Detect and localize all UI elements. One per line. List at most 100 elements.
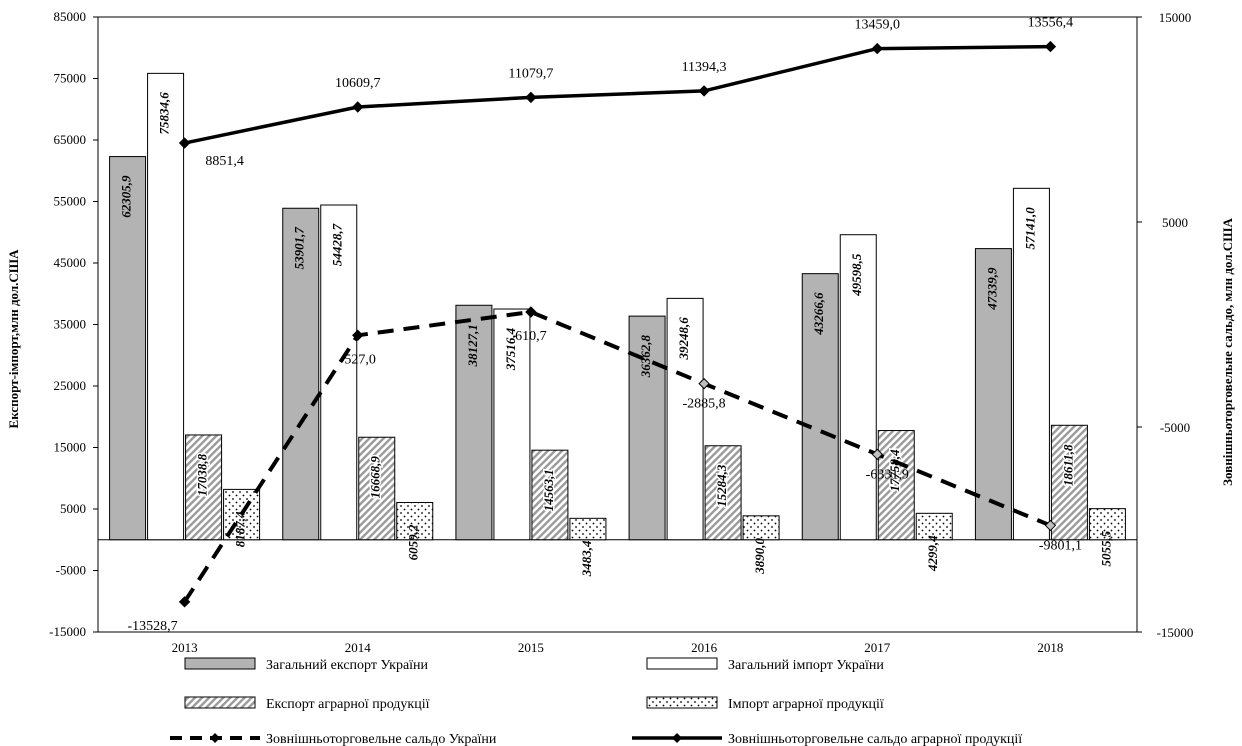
plot-area: 85000 75000 65000 55000 45000 35000 25000 15000… xyxy=(49,9,1193,655)
bar xyxy=(877,430,915,541)
bar xyxy=(915,512,953,541)
bar-value-label: 8187,4 xyxy=(233,511,248,547)
legend-marker xyxy=(210,733,220,743)
y-tick-label: 75000 xyxy=(54,71,87,86)
y2-tick-label: -5000 xyxy=(1160,420,1190,435)
x-tick-label: 2018 xyxy=(1037,640,1063,655)
line-value-label: 610,7 xyxy=(515,329,547,344)
bar-value-label: 15284,3 xyxy=(714,464,729,507)
y-tick-label: 55000 xyxy=(54,194,87,209)
bar xyxy=(704,445,742,541)
y-axis-title: Експорт-імпорт,млн дол.США xyxy=(6,249,21,429)
bar-value-label: 14563,1 xyxy=(541,469,556,511)
line-value-label: 8851,4 xyxy=(205,154,244,169)
legend-label: Зовнішньоторговельне сальдо аграрної про… xyxy=(728,732,1022,746)
bar-value-label: 18611,8 xyxy=(1060,444,1075,486)
series-line xyxy=(184,44,1051,145)
bar-value-label: 6059,2 xyxy=(406,524,421,560)
legend-swatch xyxy=(184,657,256,670)
bar-value-label: 17758,4 xyxy=(887,449,902,492)
bar xyxy=(358,436,396,541)
line-value-label: -6331,9 xyxy=(866,467,909,482)
y-tick-label: 85000 xyxy=(54,9,87,24)
bar-value-label: 62305,9 xyxy=(119,175,134,218)
bar xyxy=(493,308,531,541)
bar-value-label: 54428,7 xyxy=(330,223,345,266)
legend-label: Загальний імпорт України xyxy=(728,658,884,673)
line-value-label: 11394,3 xyxy=(682,60,727,75)
bar-value-label: 16668,9 xyxy=(368,456,383,499)
series-marker xyxy=(698,85,710,97)
legend-label: Зовнішньоторговельне сальдо України xyxy=(266,732,497,746)
bar-value-label: 36362,8 xyxy=(638,334,653,378)
series-marker xyxy=(1044,519,1057,532)
bar xyxy=(801,273,839,541)
bar-value-label: 17038,8 xyxy=(195,453,210,496)
line-value-label: -2885,8 xyxy=(682,397,725,412)
bar xyxy=(185,434,223,541)
y-tick-label: 35000 xyxy=(54,317,87,332)
legend-swatch xyxy=(184,696,256,709)
series-line xyxy=(182,309,1052,603)
bar xyxy=(666,297,704,541)
legend-label: Загальний експорт України xyxy=(266,658,429,673)
bar-value-label: 53901,7 xyxy=(292,227,307,270)
bar xyxy=(282,207,320,541)
series-marker xyxy=(178,596,191,608)
bar xyxy=(147,72,185,541)
line-value-label: 13459,0 xyxy=(855,18,901,33)
legend-label: Експорт аграрної продукції xyxy=(266,697,430,712)
series-marker xyxy=(871,42,883,55)
y-tick-label: 45000 xyxy=(54,255,87,270)
bar-value-label: 47339,9 xyxy=(984,267,999,311)
y-tick-label: 5000 xyxy=(60,501,86,516)
bar-value-label: 75834,6 xyxy=(157,92,172,135)
line-value-label: 13556,4 xyxy=(1028,16,1074,31)
bar xyxy=(1088,508,1126,541)
series-marker xyxy=(178,137,191,149)
line-value-label: 11079,7 xyxy=(508,66,553,81)
bar xyxy=(109,156,147,541)
x-tick-label: 2013 xyxy=(172,640,198,655)
x-tick-label: 2016 xyxy=(691,640,718,655)
legend-marker xyxy=(672,733,682,743)
bar-value-label: 37516,4 xyxy=(503,327,518,371)
bar-value-label: 39248,6 xyxy=(676,317,691,361)
line-value-label: -527,0 xyxy=(340,352,376,367)
y2-tick-label: -15000 xyxy=(1157,625,1194,640)
bar xyxy=(742,515,780,541)
y-tick-label: 15000 xyxy=(54,440,87,455)
bar-value-label: 4299,4 xyxy=(925,535,940,572)
bar xyxy=(1050,424,1088,541)
y2-tick-label: 15000 xyxy=(1159,10,1192,25)
bar-value-label: 57141,0 xyxy=(1022,207,1037,250)
line-value-label: -9801,1 xyxy=(1039,538,1082,553)
bar-value-label: 5055,5 xyxy=(1098,530,1113,566)
secondary-y-axis-title: Зовнішньоторговельне сальдо, млн дол.США xyxy=(1220,218,1235,486)
bar xyxy=(1012,187,1050,541)
legend-swatch xyxy=(646,657,718,670)
series-marker xyxy=(1044,40,1057,53)
y-tick-label: -15000 xyxy=(49,624,86,639)
bar xyxy=(974,248,1012,541)
y-tick-label: 65000 xyxy=(54,132,87,147)
legend-label: Імпорт аграрної продукції xyxy=(728,697,884,712)
bar-value-label: 3483,4 xyxy=(579,540,594,577)
y2-tick-label: 5000 xyxy=(1162,215,1188,230)
bar-value-label: 38127,1 xyxy=(465,324,480,367)
y-tick-label: -5000 xyxy=(56,563,86,578)
series-marker xyxy=(352,101,364,113)
bar xyxy=(455,304,493,541)
bar xyxy=(839,234,877,541)
line-value-label: 10609,7 xyxy=(335,76,381,91)
bar-value-label: 43266,6 xyxy=(811,292,826,336)
series-marker xyxy=(525,91,537,104)
series-marker xyxy=(525,306,537,318)
x-tick-label: 2017 xyxy=(864,640,891,655)
x-tick-label: 2014 xyxy=(345,640,372,655)
legend-swatch xyxy=(646,696,718,709)
bar xyxy=(531,449,569,541)
bar xyxy=(396,501,434,541)
legend: Загальний експорт України Загальний імпор… xyxy=(170,657,1022,746)
